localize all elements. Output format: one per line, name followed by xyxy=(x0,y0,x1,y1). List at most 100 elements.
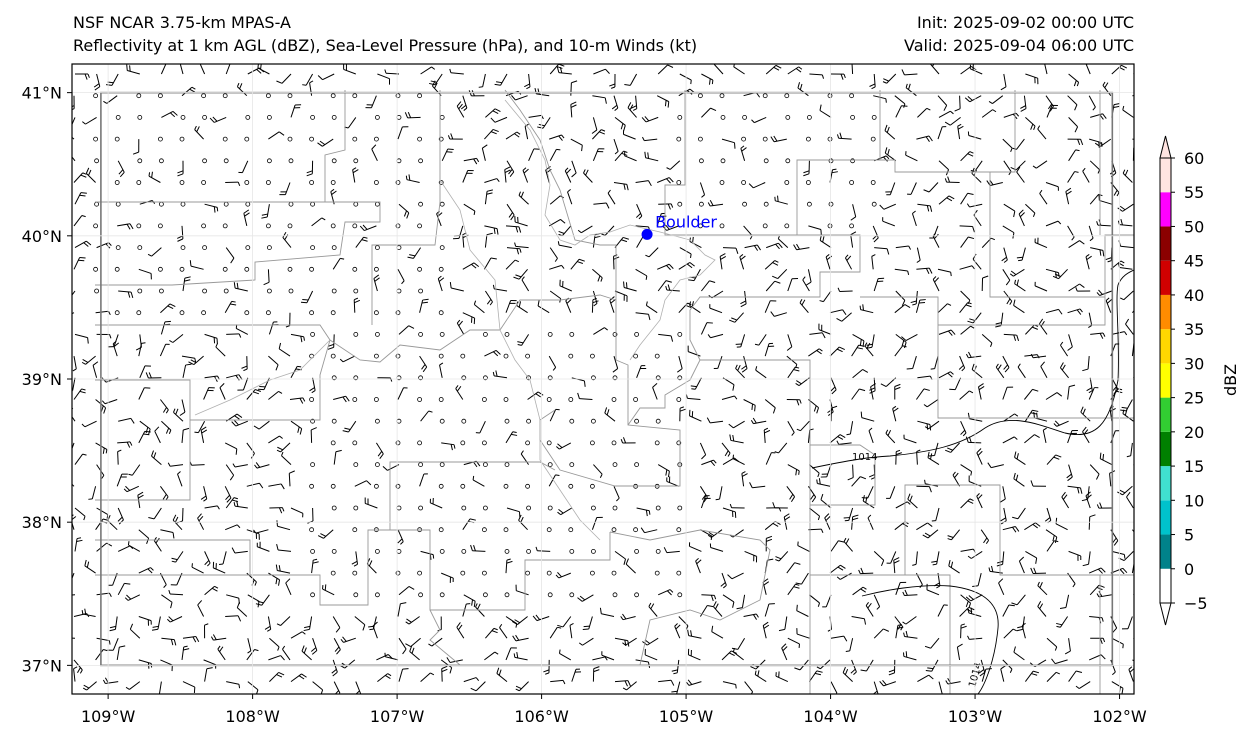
wind-barb xyxy=(95,310,111,316)
wind-barb xyxy=(978,383,985,400)
wind-barb xyxy=(73,388,86,400)
wind-barb xyxy=(981,668,992,682)
wind-barb xyxy=(74,537,83,552)
wind-barb xyxy=(741,471,748,487)
wind-barb xyxy=(1021,622,1026,639)
wind-barb xyxy=(456,622,465,639)
wind-barb xyxy=(842,666,853,682)
wind-barb xyxy=(377,377,393,382)
calm-wind-circle xyxy=(266,288,272,294)
wind-barb xyxy=(781,643,788,661)
wind-barb xyxy=(253,529,269,534)
wind-barb xyxy=(591,117,598,134)
calm-wind-circle xyxy=(373,483,379,489)
calm-wind-circle xyxy=(201,223,207,229)
wind-barb xyxy=(1120,399,1133,412)
wind-barb xyxy=(511,616,528,625)
wind-barb xyxy=(317,73,335,81)
wind-barb xyxy=(829,434,846,444)
calm-wind-circle xyxy=(395,223,401,229)
wind-barb xyxy=(601,225,615,236)
calm-wind-circle xyxy=(849,93,854,99)
wind-barb xyxy=(630,95,638,111)
calm-wind-circle xyxy=(677,115,683,120)
colorbar-bin xyxy=(1160,431,1171,467)
city-marker: Boulder xyxy=(641,212,717,240)
wind-barb xyxy=(549,247,558,262)
wind-barb xyxy=(960,151,974,162)
wind-barb xyxy=(873,95,887,103)
wind-barb xyxy=(938,681,943,694)
wind-barb xyxy=(72,290,76,296)
calm-wind-circle xyxy=(828,201,834,207)
wind-barb xyxy=(754,670,767,683)
wind-barb xyxy=(1098,194,1112,205)
wind-barb xyxy=(268,655,285,661)
wind-barb xyxy=(624,151,637,162)
wind-barb xyxy=(988,95,1004,104)
wind-barb xyxy=(873,628,890,639)
wind-barb xyxy=(729,434,744,444)
wind-barb xyxy=(923,182,939,193)
wind-barb xyxy=(269,671,285,682)
wind-barb xyxy=(520,450,530,465)
calm-wind-circle xyxy=(654,353,660,359)
wind-barb xyxy=(592,129,606,140)
wind-barb xyxy=(592,95,607,104)
wind-barb xyxy=(484,178,500,183)
wind-barb xyxy=(256,541,270,552)
wind-barb xyxy=(197,600,205,617)
calm-wind-circle xyxy=(201,93,207,99)
wind-barb xyxy=(882,73,897,84)
lat-tick-label: 38°N xyxy=(22,513,62,532)
calm-wind-circle xyxy=(612,331,618,337)
wind-barb xyxy=(613,138,619,155)
calm-wind-circle xyxy=(806,180,811,185)
wind-barb xyxy=(397,529,404,545)
wind-barb xyxy=(462,312,476,325)
wind-barb xyxy=(311,217,326,227)
calm-wind-circle xyxy=(676,136,682,142)
wind-barb xyxy=(139,365,151,378)
wind-barb xyxy=(609,73,616,89)
wind-barb xyxy=(532,614,550,622)
wind-barb xyxy=(960,594,972,608)
wind-barb xyxy=(371,144,378,162)
wind-barb xyxy=(872,681,879,694)
calm-wind-circle xyxy=(137,245,143,251)
calm-wind-circle xyxy=(827,93,833,99)
calm-wind-circle xyxy=(114,310,120,316)
wind-barb xyxy=(969,64,983,75)
wind-barb xyxy=(310,427,317,443)
calm-wind-circle xyxy=(591,505,596,511)
calm-wind-circle xyxy=(244,136,250,142)
calm-wind-circle xyxy=(504,331,510,337)
wind-barb xyxy=(850,231,857,248)
wind-barb xyxy=(922,529,939,539)
wind-barb xyxy=(894,345,907,357)
wind-barb xyxy=(592,656,608,661)
wind-barb xyxy=(365,95,377,109)
wind-barb xyxy=(700,322,713,335)
wind-barb xyxy=(844,254,853,270)
wind-barb xyxy=(1067,171,1079,183)
wind-barb xyxy=(484,349,501,357)
wind-barb xyxy=(577,392,593,400)
wind-barb xyxy=(808,348,823,357)
wind-barb xyxy=(505,131,521,140)
wind-barb xyxy=(787,278,799,292)
calm-wind-circle xyxy=(265,310,271,316)
colorbar-tick-label: 45 xyxy=(1184,252,1204,271)
wind-barb xyxy=(671,681,681,694)
calm-wind-circle xyxy=(115,245,121,251)
wind-barb xyxy=(1013,472,1025,487)
wind-barb xyxy=(279,182,291,196)
wind-barb xyxy=(288,470,295,487)
colorbar-tick-label: 10 xyxy=(1184,491,1204,510)
wind-barb xyxy=(527,391,544,400)
calm-wind-circle xyxy=(202,245,208,251)
wind-barb xyxy=(290,631,306,639)
calm-wind-circle xyxy=(114,136,120,142)
wind-barb xyxy=(907,182,917,195)
wind-barb xyxy=(799,299,809,314)
